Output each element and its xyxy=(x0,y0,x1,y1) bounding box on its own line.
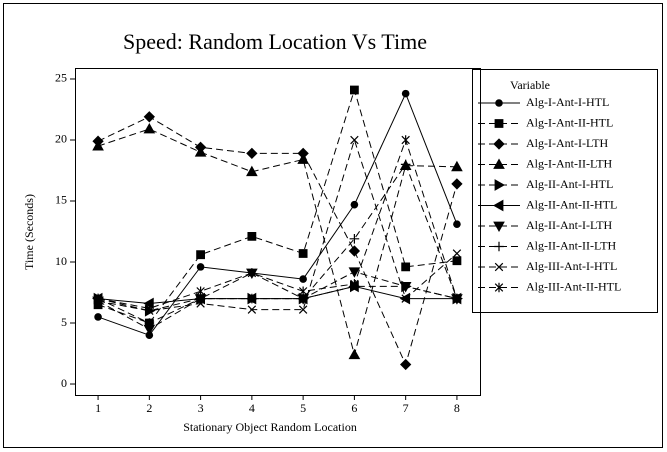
y-tick-label: 0 xyxy=(61,376,67,390)
y-tick-label: 15 xyxy=(55,193,67,207)
marker xyxy=(400,358,412,371)
chart-title: Speed: Random Location Vs Time xyxy=(123,29,427,54)
marker xyxy=(196,263,205,271)
marker xyxy=(494,282,504,293)
marker xyxy=(452,293,462,304)
legend-label: Alg-II-Ant-I-LTH xyxy=(526,218,613,232)
marker xyxy=(350,279,359,289)
marker xyxy=(349,234,360,244)
marker xyxy=(298,249,308,258)
x-tick-label: 3 xyxy=(198,401,204,415)
series-line xyxy=(97,116,458,366)
plot-frame xyxy=(75,68,481,396)
marker xyxy=(348,245,361,257)
marker xyxy=(493,158,505,169)
legend-label: Alg-II-Ant-I-HTL xyxy=(526,177,613,191)
x-tick-label: 7 xyxy=(403,401,409,415)
legend-title: Variable xyxy=(510,78,550,92)
marker xyxy=(144,318,155,328)
legend-label: Alg-II-Ant-II-LTH xyxy=(526,238,617,252)
y-tick-label: 25 xyxy=(55,71,67,85)
legend-label: Alg-I-Ant-II-HTL xyxy=(526,115,613,129)
marker xyxy=(452,256,462,266)
marker xyxy=(143,122,156,134)
marker xyxy=(494,262,504,272)
marker xyxy=(348,267,361,278)
marker xyxy=(401,135,410,145)
x-tick-label: 5 xyxy=(300,401,306,415)
marker xyxy=(400,159,411,170)
marker xyxy=(492,199,504,212)
x-tick-label: 4 xyxy=(249,401,255,415)
x-tick-label: 2 xyxy=(146,401,152,415)
marker xyxy=(451,160,463,172)
frame xyxy=(3,3,663,448)
y-axis-label: Time (Seconds) xyxy=(22,194,36,270)
marker xyxy=(349,85,359,95)
legend-label: Alg-I-Ant-II-LTH xyxy=(526,156,613,170)
marker xyxy=(92,140,104,151)
marker xyxy=(452,249,462,258)
marker xyxy=(401,89,410,98)
marker xyxy=(299,275,307,283)
marker xyxy=(94,313,102,321)
series-line xyxy=(97,138,458,312)
legend-box xyxy=(472,69,658,313)
y-tick-label: 5 xyxy=(61,315,67,329)
marker xyxy=(247,305,257,314)
legend-label: Alg-III-Ant-II-HTL xyxy=(526,279,621,293)
marker xyxy=(494,119,504,128)
marker xyxy=(348,348,361,360)
marker xyxy=(401,294,410,303)
series-line xyxy=(97,88,457,324)
marker xyxy=(196,286,205,297)
marker xyxy=(495,99,503,107)
marker xyxy=(194,146,207,157)
marker xyxy=(196,250,206,260)
marker xyxy=(196,299,205,308)
marker xyxy=(494,241,504,252)
legend-label: Alg-I-Ant-I-HTL xyxy=(526,95,609,109)
legend-label: Alg-II-Ant-II-HTL xyxy=(526,197,617,211)
series-line xyxy=(97,271,458,330)
legend-label: Alg-III-Ant-I-HTL xyxy=(526,259,617,273)
x-tick-label: 8 xyxy=(454,401,460,415)
marker xyxy=(297,153,309,164)
x-tick-label: 1 xyxy=(95,401,101,415)
marker xyxy=(143,111,155,123)
legend-label: Alg-I-Ant-I-LTH xyxy=(526,136,609,150)
marker xyxy=(298,305,308,314)
x-tick-label: 6 xyxy=(351,401,357,415)
marker xyxy=(350,135,359,145)
series-line xyxy=(97,138,458,309)
marker xyxy=(401,262,411,272)
marker xyxy=(350,200,359,209)
marker xyxy=(494,179,506,191)
marker xyxy=(247,293,257,304)
marker xyxy=(246,147,258,160)
marker xyxy=(298,286,308,297)
marker xyxy=(247,231,257,241)
y-tick-label: 20 xyxy=(55,132,67,146)
marker xyxy=(493,221,505,233)
x-axis-label: Stationary Object Random Location xyxy=(183,420,357,434)
marker xyxy=(145,331,154,340)
marker xyxy=(451,178,463,190)
marker xyxy=(145,303,154,314)
marker xyxy=(247,268,257,278)
y-tick-label: 10 xyxy=(55,254,67,268)
marker xyxy=(399,282,412,293)
marker xyxy=(93,293,103,304)
series-line xyxy=(97,128,457,357)
marker xyxy=(453,220,461,228)
series-line xyxy=(97,163,458,324)
marker xyxy=(246,165,258,177)
marker xyxy=(493,138,505,150)
